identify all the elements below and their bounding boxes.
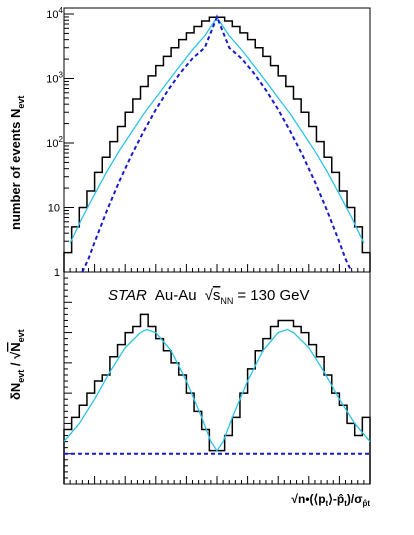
top-y-tick-label: 102: [46, 135, 63, 150]
top-dashed-curve: [81, 14, 353, 273]
top-fit-curve: [69, 16, 365, 244]
star-annotation: STAR Au-Au √sNN = 130 GeV: [108, 287, 309, 306]
top-y-tick-label: 10: [48, 203, 60, 215]
bottom-fit-curve: [63, 328, 371, 452]
top-histogram-series: [63, 16, 371, 272]
top-y-tick-label: 1: [54, 267, 60, 279]
top-panel-frame: [63, 7, 371, 273]
bottom-histogram-series: [63, 313, 371, 484]
bottom-y-axis-label: δNevt / √Nevt: [8, 329, 26, 400]
top-y-axis-label: number of events Nevt: [8, 96, 26, 230]
top-y-tick-label: 104: [46, 6, 63, 21]
chart-dynamic-layer: 1 10 102 103 104: [46, 6, 371, 485]
bottom-x-axis-label: √n•(⟨pt⟩-p̂t)/σp̂t: [291, 492, 370, 508]
top-y-tick-label: 103: [46, 71, 63, 86]
